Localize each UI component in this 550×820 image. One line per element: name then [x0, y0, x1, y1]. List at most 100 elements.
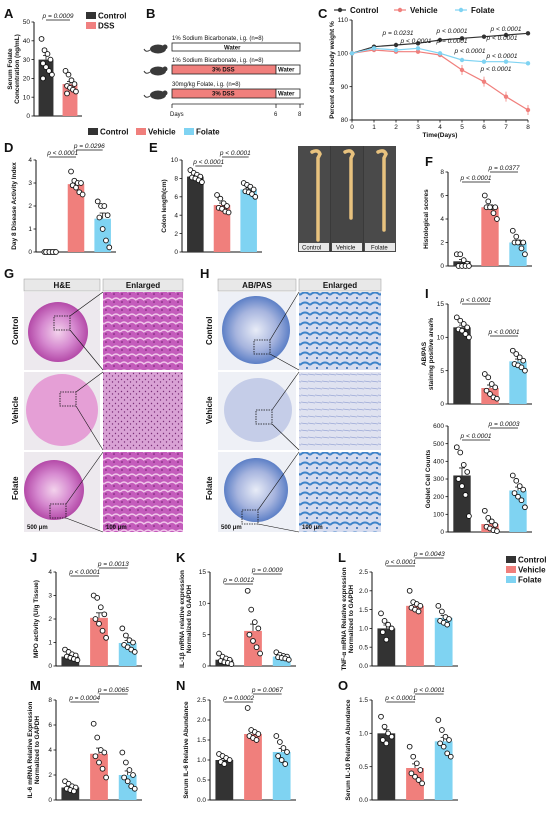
data-point — [488, 518, 495, 525]
series-point-folate — [481, 59, 487, 64]
data-point — [446, 616, 452, 622]
y-tick-label: 50 — [23, 19, 31, 26]
data-point — [99, 627, 106, 634]
y-tick-label: 0 — [48, 663, 52, 670]
p-value-label: p = 0.0001 — [436, 38, 468, 45]
p-value-label: p = 0.0003 — [488, 421, 520, 428]
data-point — [68, 168, 74, 175]
y-tick-label: 4 — [174, 212, 178, 219]
chart-f: 0 2 4 6 8 p < 0.0001 p = 0.0377 Histological sc… — [423, 165, 532, 270]
bar-folate — [434, 617, 453, 666]
data-point — [439, 608, 445, 615]
p-value-label: p = 0.0013 — [97, 561, 129, 568]
y-tick-label: 8 — [48, 697, 52, 704]
y-tick-label: 2 — [48, 772, 52, 779]
data-point — [494, 216, 500, 222]
series-point-folate — [349, 51, 355, 56]
data-point — [464, 324, 471, 331]
panel-label-o: O — [338, 678, 348, 693]
data-point — [226, 757, 233, 763]
panel-label-m: M — [30, 678, 41, 693]
data-point — [419, 780, 425, 787]
y-tick-label: 15 — [199, 569, 207, 576]
p-value-label: p = 0.0004 — [68, 695, 100, 702]
y-tick-label: 8 — [440, 169, 444, 176]
data-point — [417, 602, 424, 609]
data-point — [130, 639, 136, 646]
y-tick-label: 0 — [48, 797, 52, 804]
data-point — [216, 650, 222, 657]
data-point — [415, 777, 422, 783]
scheme-row2-bar-label: 3% DSS — [212, 68, 235, 74]
data-point — [481, 192, 488, 199]
abpas-row-vehicle: Vehicle — [205, 396, 214, 424]
data-point — [253, 737, 260, 743]
bar-vehicle — [406, 605, 424, 666]
data-point — [509, 347, 516, 354]
data-point — [250, 638, 256, 644]
p-value-label: p = 0.0296 — [73, 143, 105, 150]
y-tick-label: 600 — [433, 423, 444, 430]
legend-swatch-control — [86, 12, 96, 19]
legend-swatch-dss — [86, 22, 96, 29]
data-point — [225, 209, 232, 216]
data-point — [412, 773, 418, 780]
data-point — [119, 625, 126, 632]
bar-folate — [118, 775, 137, 800]
y-tick-label: 6 — [174, 194, 178, 201]
bar-control — [377, 733, 396, 800]
abpas-row-folate: Folate — [205, 476, 214, 500]
y-tick-label: 400 — [433, 459, 444, 466]
y-tick-label: 0 — [26, 113, 30, 120]
data-point — [224, 203, 230, 209]
y-tick-label: 100 — [337, 51, 348, 58]
chart-k: 0 5 10 15 p = 0.0012 p = 0.0009 IL-1β mRNA rel… — [179, 567, 296, 670]
chart-i-top: 0 5 10 15 p < 0.0001 p < 0.0001 AB/PAS staining… — [421, 297, 532, 408]
bar-folate — [272, 656, 291, 666]
data-point — [466, 513, 472, 519]
data-point — [460, 462, 467, 468]
data-point — [103, 774, 109, 781]
data-point — [492, 522, 499, 528]
data-point — [92, 616, 99, 622]
data-point — [99, 226, 106, 232]
data-point — [520, 239, 527, 246]
data-point — [278, 757, 285, 763]
y-tick-label: 2 — [440, 240, 444, 247]
panel-label-g: G — [4, 266, 14, 281]
legend-jo: Control Vehicle Folate — [506, 556, 546, 585]
y-tick-label: 0.5 — [197, 777, 206, 784]
y-tick-label: 2 — [28, 203, 32, 210]
data-point — [40, 60, 46, 67]
data-point — [406, 743, 413, 750]
data-point — [73, 88, 79, 95]
bar-vehicle — [67, 184, 85, 252]
p-value-label: p < 0.0001 — [46, 150, 78, 157]
experimental-scheme: 1% Sodium Bicarbonate, i.g. (n=8) Water … — [143, 36, 304, 118]
data-point — [494, 395, 500, 402]
data-point — [435, 602, 442, 609]
y-tick-label: 10 — [171, 157, 179, 164]
p-value-label: p < 0.0001 — [454, 48, 486, 55]
y-tick-label: 0 — [440, 263, 444, 270]
legend-label-dss: DSS — [98, 22, 115, 31]
scheme-row3-title: 30mg/kg Folate, i.g. (n=8) — [172, 82, 241, 88]
y-axis-label: Normalized to GAPDH — [34, 716, 41, 785]
y-axis-label: Concentration (ng/mL) — [14, 34, 21, 104]
data-point — [47, 56, 54, 63]
data-point — [513, 351, 520, 357]
he-scale-100: 100 μm — [106, 525, 127, 531]
y-axis-label: staining positive area% — [428, 318, 435, 390]
data-point — [101, 203, 108, 209]
y-tick-label: 6 — [48, 722, 52, 729]
scheme-row2-title: 1% Sodium Bicarbonate, i.g. (n=8) — [172, 58, 264, 64]
data-point — [130, 772, 136, 778]
data-point — [199, 179, 205, 185]
x-tick-label: 5 — [460, 124, 464, 131]
series-point-vehicle — [503, 94, 509, 99]
data-point — [444, 621, 451, 628]
series-point-vehicle — [415, 49, 421, 54]
data-point — [435, 717, 442, 723]
data-point — [457, 449, 464, 456]
